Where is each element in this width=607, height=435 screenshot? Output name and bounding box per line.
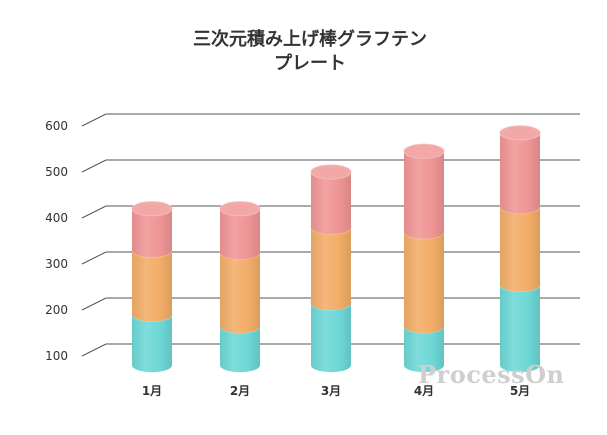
x-tick-label: 2月 bbox=[230, 384, 250, 398]
bar-segment-body bbox=[500, 206, 540, 292]
y-tick-label: 200 bbox=[45, 303, 68, 317]
bar-segment-body bbox=[311, 227, 352, 311]
y-tick-label: 100 bbox=[45, 349, 68, 363]
bar-segment-top bbox=[499, 125, 541, 141]
bar-segment-body bbox=[220, 326, 260, 373]
grid-diagonal bbox=[81, 297, 107, 311]
x-tick-label: 4月 bbox=[414, 384, 434, 398]
bar-segment bbox=[131, 201, 173, 258]
bar-segment bbox=[403, 143, 445, 239]
chart-title-line2: プレート bbox=[274, 53, 346, 74]
bar-segment-top bbox=[403, 143, 445, 159]
bar-segment bbox=[499, 125, 541, 214]
grid-diagonal bbox=[81, 205, 107, 219]
bar-segment-body bbox=[404, 231, 444, 334]
watermark-logo: ProcessOn bbox=[418, 360, 565, 389]
bar-segment-body bbox=[311, 172, 352, 235]
bar-segment-top bbox=[219, 201, 261, 217]
grid-diagonal bbox=[81, 343, 107, 357]
bar-segment-body bbox=[220, 208, 260, 260]
bar-segment-top bbox=[310, 164, 352, 180]
x-tick-label: 1月 bbox=[142, 384, 162, 398]
y-tick-label: 400 bbox=[45, 211, 68, 225]
chart-title-line1: 三次元積み上げ棒グラフテン bbox=[193, 29, 427, 50]
bar-segment-body bbox=[132, 208, 172, 258]
y-tick-label: 600 bbox=[45, 119, 68, 133]
y-tick-label: 300 bbox=[45, 257, 68, 271]
bar-segment-body bbox=[132, 314, 172, 373]
grid-diagonal bbox=[81, 113, 107, 127]
bar-segment bbox=[219, 201, 261, 260]
chart-title: 三次元積み上げ棒グラフテン プレート bbox=[110, 28, 510, 76]
bar-segment-body bbox=[311, 303, 352, 373]
bar-segment-body bbox=[404, 151, 444, 239]
bar-segment-body bbox=[500, 132, 540, 214]
bar-segment-top bbox=[131, 201, 173, 217]
bar-segment bbox=[499, 277, 541, 373]
bar-segment-body bbox=[220, 252, 260, 334]
bar-segment bbox=[403, 224, 445, 334]
y-tick-label: 500 bbox=[45, 165, 68, 179]
grid-diagonal bbox=[81, 159, 107, 173]
bar-segment-body bbox=[500, 284, 540, 373]
bar-segment bbox=[310, 164, 352, 235]
x-tick-label: 5月 bbox=[510, 384, 530, 398]
x-tick-label: 3月 bbox=[321, 384, 341, 398]
grid-diagonal bbox=[81, 251, 107, 265]
bar-segment-body bbox=[132, 250, 172, 322]
bar-segment-body bbox=[404, 326, 444, 373]
